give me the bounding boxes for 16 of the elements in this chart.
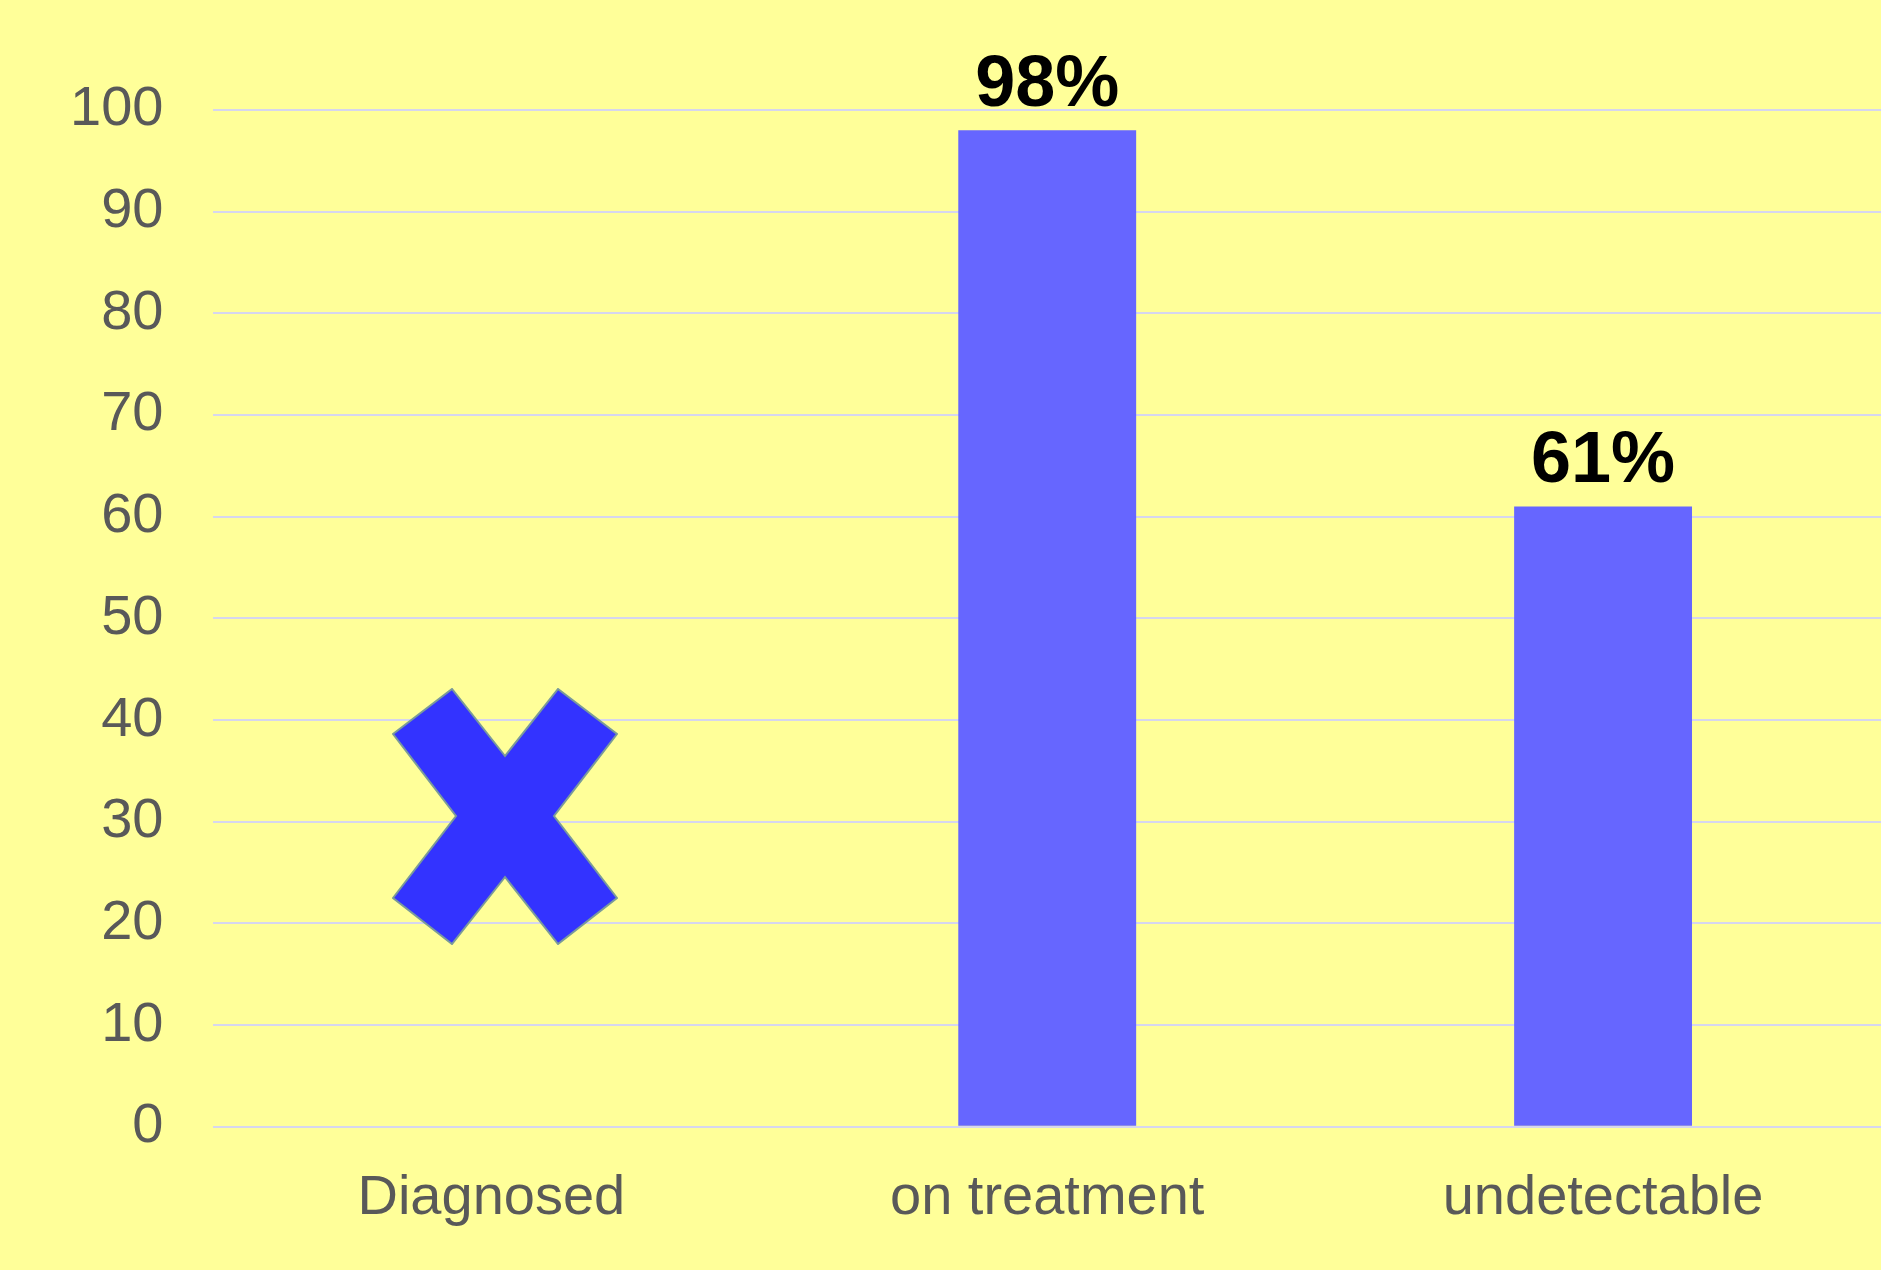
y-tick-label: 20 [101, 887, 164, 951]
y-tick-label: 100 [70, 74, 164, 138]
y-tick-label: 0 [132, 1091, 164, 1155]
y-tick-label: 30 [101, 786, 164, 850]
x-tick-label: undetectable [1442, 1162, 1764, 1226]
y-tick-label: 50 [101, 582, 164, 646]
data-label: 98% [975, 41, 1120, 122]
x-tick-label: on treatment [890, 1162, 1205, 1226]
y-tick-label: 80 [101, 277, 164, 341]
x-tick-label: Diagnosed [357, 1162, 626, 1226]
y-tick-label: 40 [101, 684, 164, 748]
data-label: 61% [1531, 417, 1676, 498]
y-tick-label: 60 [101, 481, 164, 545]
y-tick-label: 90 [101, 176, 164, 240]
y-tick-label: 70 [101, 379, 164, 443]
y-tick-label: 10 [101, 989, 164, 1053]
